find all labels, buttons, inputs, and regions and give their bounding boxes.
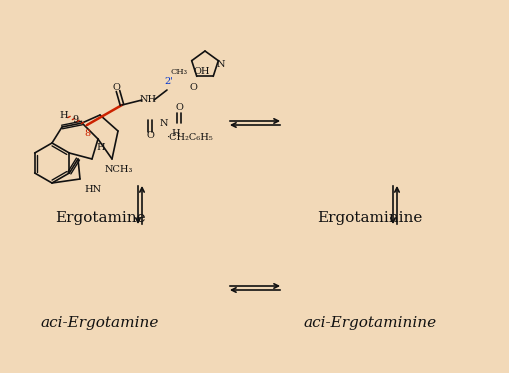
Text: Ergotaminine: Ergotaminine: [317, 211, 422, 225]
Text: 8: 8: [84, 129, 90, 138]
Text: N: N: [217, 60, 225, 69]
Text: aci-Ergotamine: aci-Ergotamine: [41, 316, 159, 330]
Text: 2': 2': [164, 78, 173, 87]
Text: H: H: [172, 129, 180, 138]
Text: Ergotamine: Ergotamine: [54, 211, 145, 225]
Text: O: O: [146, 132, 154, 141]
Text: N: N: [159, 119, 168, 128]
Text: 9: 9: [72, 116, 78, 125]
Text: H: H: [97, 142, 105, 151]
Text: NH: NH: [139, 95, 156, 104]
Text: HN: HN: [84, 185, 101, 194]
Text: OH: OH: [193, 68, 210, 76]
Text: O: O: [112, 82, 120, 91]
Text: O: O: [175, 103, 183, 113]
Text: aci-Ergotaminine: aci-Ergotaminine: [303, 316, 436, 330]
Text: H: H: [60, 110, 68, 119]
Text: NCH₃: NCH₃: [105, 164, 133, 173]
Text: O: O: [189, 84, 196, 93]
Text: ·CH₂C₆H₅: ·CH₂C₆H₅: [165, 134, 212, 142]
Text: CH₃: CH₃: [170, 68, 187, 76]
